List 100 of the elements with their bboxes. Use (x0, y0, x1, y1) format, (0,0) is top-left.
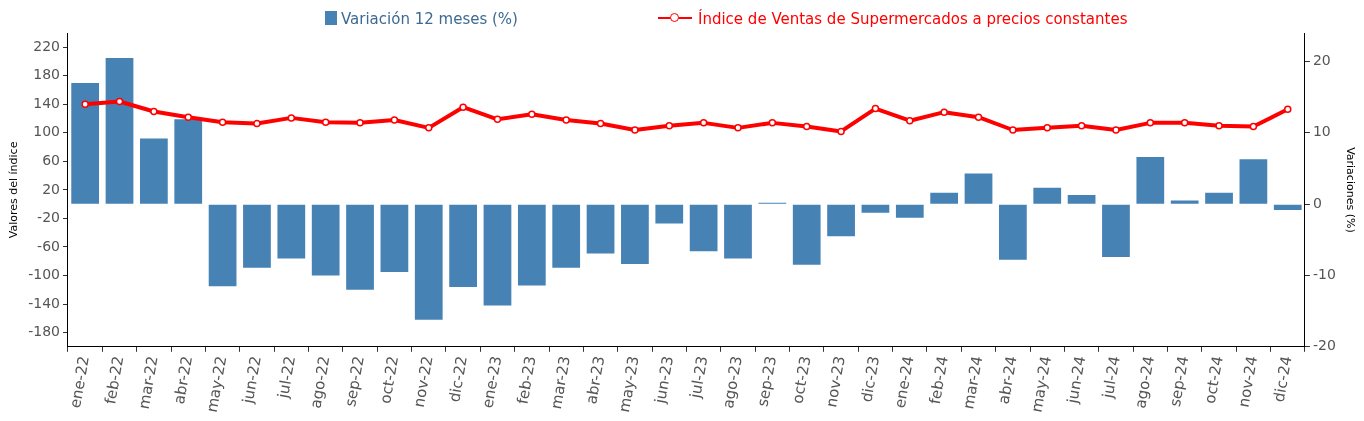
point (665, 121, 674, 130)
bar (1033, 187, 1062, 204)
point (940, 108, 948, 116)
x-tick-label: sep-22 (341, 354, 368, 409)
y-tick-label: 220 (33, 37, 60, 54)
point (596, 119, 605, 128)
point (871, 104, 880, 113)
point (150, 107, 158, 116)
x-tick-label: jul-23 (686, 354, 712, 401)
y-tick-label: -20 (37, 209, 60, 226)
point (425, 124, 433, 132)
x-tick-label: sep-23 (753, 354, 781, 409)
point (837, 127, 845, 136)
bar (277, 204, 306, 259)
x-tick-label: abr-23 (582, 354, 609, 406)
point (390, 116, 399, 124)
point (699, 119, 708, 127)
bar (964, 173, 993, 204)
bar (930, 192, 959, 204)
x-tick-label: dic-22 (445, 354, 471, 404)
x-tick-label: may-22 (202, 354, 231, 414)
bar (71, 82, 100, 204)
bar (827, 204, 855, 237)
x-tick-label: mar-24 (959, 354, 987, 411)
x-tick-label: jun-24 (1063, 354, 1090, 406)
bar (1239, 159, 1268, 204)
point (1249, 122, 1258, 131)
y-tick-label: -60 (37, 237, 60, 254)
bar (449, 204, 477, 287)
x-tick-label: nov-22 (409, 354, 437, 409)
bar (243, 204, 271, 268)
point (1284, 105, 1292, 114)
x-tick-label: feb-24 (925, 354, 952, 406)
bar (792, 204, 821, 265)
x-tick-label: ene-24 (890, 354, 918, 410)
y-tick-label: 140 (33, 94, 60, 111)
legend-label: Índice de Ventas de Supermercados a precios constantes (698, 10, 1128, 28)
y-axis-title: Valores del índice (7, 141, 21, 239)
point (81, 100, 89, 109)
x-tick-label: ago-24 (1131, 354, 1159, 410)
bar (724, 204, 752, 259)
bar (689, 204, 718, 252)
x-tick-label: sep-24 (1165, 354, 1193, 409)
bar (346, 204, 374, 290)
x-tick-label: mar-23 (546, 354, 574, 411)
bar (586, 204, 615, 254)
x-tick-label: dic-24 (1269, 354, 1296, 404)
y-tick-label: 180 (33, 66, 60, 83)
x-tick-label: oct-23 (788, 354, 815, 405)
x-tick-label: feb-22 (101, 354, 128, 406)
bar (1205, 192, 1233, 204)
bar (208, 204, 237, 287)
bar (552, 204, 581, 268)
point (562, 116, 570, 124)
point (356, 119, 364, 127)
bar (1273, 204, 1302, 210)
x-tick-label: nov-23 (822, 354, 849, 409)
point (459, 103, 467, 111)
y2-tick-label: -10 (1312, 266, 1336, 283)
y2-tick-label: 20 (1312, 52, 1331, 69)
bar (1170, 200, 1199, 204)
point (321, 118, 330, 126)
x-tick-label: ago-22 (306, 354, 334, 410)
x-tick-label: ene-23 (478, 354, 506, 410)
y2-tick-label: 0 (1312, 194, 1322, 211)
bar (999, 204, 1027, 260)
point (218, 118, 227, 126)
point (1146, 119, 1155, 127)
bar (655, 204, 684, 224)
point (734, 124, 742, 132)
x-tick-label: abr-22 (169, 354, 196, 406)
x-tick-label: may-23 (615, 354, 643, 414)
bar (140, 138, 168, 204)
x-tick-label: abr-24 (994, 354, 1021, 406)
x-tick-label: feb-23 (513, 354, 540, 406)
y2-axis-title: Variaciones (%) (1343, 147, 1357, 233)
y-tick-label: -100 (28, 266, 60, 283)
y2-tick-label: -20 (1312, 337, 1336, 354)
bar (517, 204, 546, 286)
point (631, 126, 639, 134)
point (115, 97, 124, 106)
x-tick-label: nov-24 (1234, 354, 1262, 409)
x-tick-label: jul-22 (273, 354, 300, 401)
x-tick-label: mar-22 (134, 354, 162, 411)
x-tick-label: dic-23 (857, 354, 884, 404)
point (1180, 119, 1189, 127)
legend-label: Variación 12 meses (%) (341, 10, 518, 28)
y-tick-label: 20 (42, 180, 60, 197)
x-tick-label: ago-23 (718, 354, 746, 410)
x-tick-label: oct-24 (1200, 354, 1227, 405)
point (493, 115, 502, 124)
x-tick-label: jun-23 (650, 354, 678, 406)
bar (380, 204, 409, 272)
point (1009, 126, 1017, 134)
point (287, 114, 296, 122)
y-tick-label: 60 (42, 152, 60, 169)
point (1112, 126, 1120, 134)
point (768, 119, 777, 127)
bar (861, 204, 890, 213)
bar (311, 204, 340, 276)
